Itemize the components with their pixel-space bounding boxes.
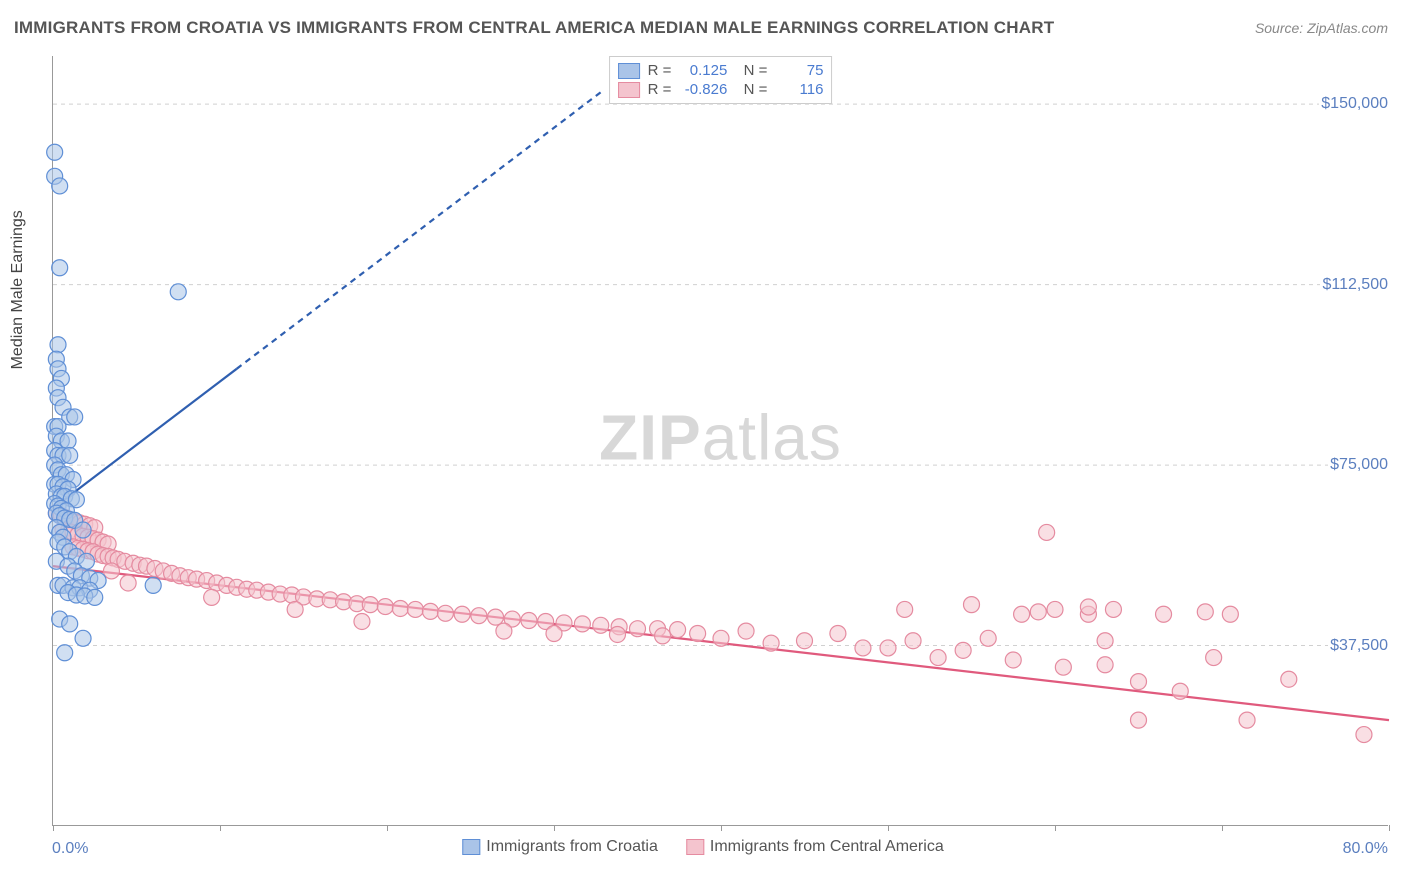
source-label: Source: ZipAtlas.com: [1255, 20, 1388, 36]
legend-bottom: Immigrants from Croatia Immigrants from …: [462, 838, 943, 856]
x-tick: [1389, 825, 1390, 831]
x-tick: [1222, 825, 1223, 831]
y-tick-label: $150,000: [1319, 95, 1390, 113]
plot-area: ZIPatlas R = 0.125 N = 75 R = -0.826 N =…: [52, 56, 1388, 826]
x-tick: [220, 825, 221, 831]
legend-item-a: Immigrants from Croatia: [462, 838, 658, 856]
x-tick: [53, 825, 54, 831]
swatch-b-icon: [686, 839, 704, 855]
y-tick-label: $112,500: [1320, 276, 1390, 294]
x-tick: [1055, 825, 1056, 831]
y-axis-label: Median Male Earnings: [9, 210, 27, 369]
x-axis-max-label: 80.0%: [1343, 840, 1388, 858]
x-axis-min-label: 0.0%: [52, 840, 88, 858]
y-tick-label: $37,500: [1328, 637, 1390, 655]
chart-svg: [53, 56, 1388, 825]
x-tick: [387, 825, 388, 831]
legend-item-b: Immigrants from Central America: [686, 838, 944, 856]
y-tick-label: $75,000: [1328, 456, 1390, 474]
x-tick: [888, 825, 889, 831]
x-tick: [721, 825, 722, 831]
legend-label-b: Immigrants from Central America: [710, 838, 944, 856]
swatch-a-icon: [462, 839, 480, 855]
chart-title: IMMIGRANTS FROM CROATIA VS IMMIGRANTS FR…: [14, 18, 1054, 38]
x-tick: [554, 825, 555, 831]
legend-label-a: Immigrants from Croatia: [486, 838, 658, 856]
